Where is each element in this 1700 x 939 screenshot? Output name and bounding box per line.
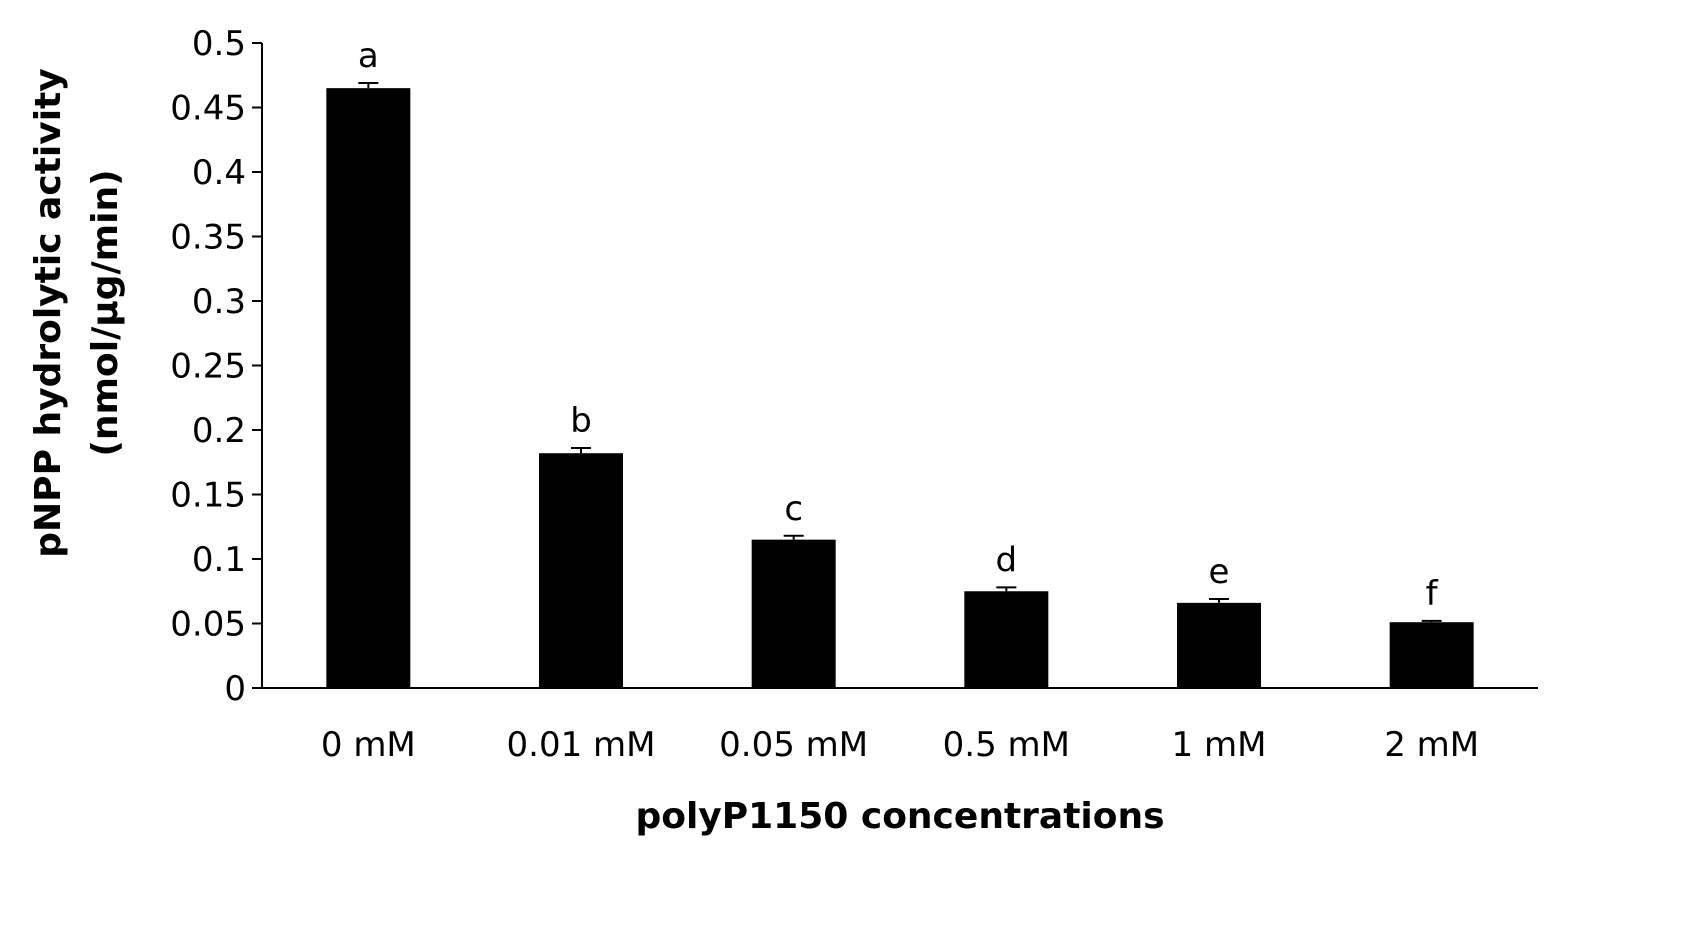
bar-0-05-mm [751, 539, 836, 688]
significance-label: a [358, 36, 379, 76]
bar-0-5-mm [964, 591, 1049, 688]
y-tick-label: 0 [224, 669, 246, 709]
x-tick-label: 2 mM [1384, 725, 1479, 765]
y-tick-label: 0.3 [192, 282, 246, 322]
y-tick-label: 0.4 [192, 153, 246, 193]
significance-label: b [570, 401, 592, 441]
x-axis: 0 mM 0.01 mM 0.05 mM 0.5 mM 1 mM 2 mM [262, 687, 1538, 765]
y-axis-title-line-2: (nmol/μg/min) [85, 169, 126, 456]
x-tick-label: 0.05 mM [719, 725, 868, 765]
bar-0-01-mm [539, 453, 623, 688]
y-axis-title-line-1: pNPP hydrolytic activity [28, 68, 69, 557]
y-axis: 0 0.05 0.1 0.15 0.2 0.25 0.3 0.35 0.4 0.45 0.5 [170, 24, 263, 709]
y-tick-label: 0.2 [192, 411, 246, 451]
significance-label: d [996, 540, 1018, 580]
bars: a b c d e f [326, 36, 1474, 688]
significance-label: c [784, 489, 803, 529]
x-tick-label: 0.5 mM [943, 725, 1070, 765]
significance-label: f [1426, 574, 1439, 614]
y-tick-label: 0.25 [170, 347, 246, 387]
significance-label: e [1209, 552, 1230, 592]
x-tick-label: 1 mM [1172, 725, 1267, 765]
y-tick-label: 0.5 [192, 24, 246, 64]
y-tick-label: 0.05 [170, 605, 246, 645]
bar-0-mm [326, 88, 411, 688]
y-tick-label: 0.35 [170, 218, 246, 258]
bar-1-mm [1177, 602, 1261, 688]
y-tick-label: 0.1 [192, 540, 246, 580]
y-tick-label: 0.15 [170, 476, 246, 516]
x-tick-label: 0.01 mM [507, 725, 656, 765]
bar-2-mm [1389, 622, 1474, 688]
x-axis-title: polyP1150 concentrations [635, 796, 1164, 837]
y-tick-label: 0.45 [170, 89, 246, 129]
x-tick-label: 0 mM [321, 725, 416, 765]
